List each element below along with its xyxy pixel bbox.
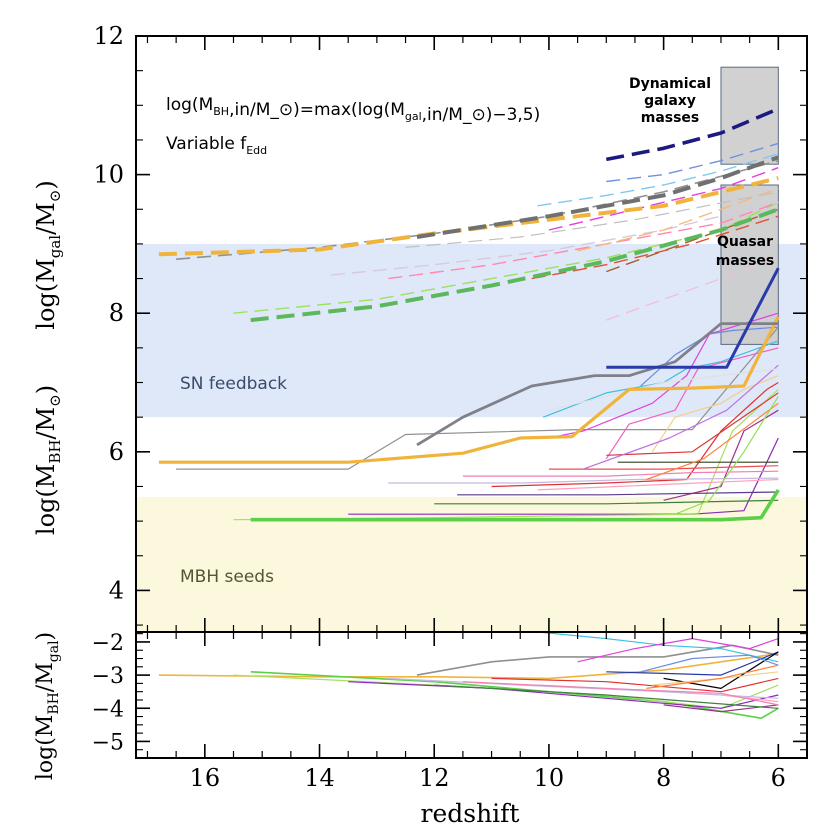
- ylabel-ratio: log(MBH/Mgal): [33, 632, 62, 780]
- y-tick-label: 4: [109, 576, 124, 604]
- relation-annotation: log(MBH,in/M_⊙)=max(log(Mgal,in/M_⊙)−3,5…: [166, 95, 540, 125]
- series-lines: [158, 107, 780, 522]
- bh-thin-series-21: [548, 368, 779, 411]
- y-tick-label: −5: [92, 730, 124, 755]
- galaxy-thin-series-0: [176, 159, 779, 260]
- ratio-lines: [158, 632, 779, 720]
- y-tick-label: −3: [92, 664, 124, 689]
- bh-thick-series-1: [416, 322, 779, 447]
- box-dynamical-galaxy-masses: [720, 66, 779, 165]
- ratio-series-0: [158, 652, 779, 680]
- dynamical-label-2: galaxy: [644, 93, 696, 109]
- fedd-annotation: Variable fEdd: [166, 134, 267, 157]
- y-tick-label: 10: [93, 161, 124, 189]
- quasar-label-1: Quasar: [717, 234, 773, 250]
- ratio-series-17: [646, 664, 779, 689]
- bh-thin-series-14: [388, 477, 779, 484]
- bh-thin-series-17: [606, 392, 779, 456]
- top-panel: 4 6 8 10 12 log(MBH,in/M_⊙)=max(log(Mgal,in/…: [32, 22, 808, 633]
- galaxy-thin-series-11: [405, 191, 779, 248]
- bottom-axis-ticks: 16 14 12 10 8 6 −5 −4 −3 −2: [92, 631, 808, 792]
- bh-thick-series-3: [250, 488, 780, 522]
- y-tick-label: −4: [92, 697, 124, 722]
- bh-thin-series-19: [646, 402, 779, 481]
- ratio-series-11: [640, 654, 779, 673]
- mbh-seeds-label: MBH seeds: [180, 567, 274, 587]
- x-tick-label: 14: [304, 764, 335, 792]
- bh-thick-series-2: [606, 267, 780, 369]
- bottom-panel: 16 14 12 10 8 6 −5 −4 −3 −2 log(MBH/Mgal) redshif…: [33, 631, 808, 828]
- x-tick-label: 8: [656, 764, 671, 792]
- bh-thin-series-15: [457, 491, 779, 496]
- bh-thin-series-18: [583, 364, 779, 470]
- galaxy-thin-series-7: [537, 153, 779, 207]
- bh-thin-series-8: [605, 347, 779, 460]
- dynamical-label-1: Dynamical: [629, 76, 711, 92]
- ratio-series-2: [250, 671, 779, 720]
- bottom-axes-frame: [135, 631, 808, 759]
- galaxy-thin-series-8: [577, 187, 779, 252]
- ylabel-galaxy: log(Mgal/M⊙): [32, 180, 64, 329]
- ylabel-bh: log(MBH/M⊙): [32, 385, 64, 535]
- galaxy-thick-series-2: [250, 207, 779, 323]
- galaxy-thin-series-6: [548, 167, 779, 231]
- x-tick-label: 6: [771, 764, 786, 792]
- bh-thin-series-0: [176, 326, 779, 470]
- ratio-series-14: [388, 677, 779, 699]
- bh-thin-series-11: [548, 465, 779, 470]
- galaxy-thin-series-10: [606, 257, 779, 321]
- y-tick-label: 6: [109, 438, 124, 466]
- dynamical-label-3: masses: [641, 110, 700, 126]
- bh-thin-series-6: [491, 381, 779, 488]
- galaxy-thin-series-2: [330, 201, 779, 276]
- x-tick-label: 10: [534, 764, 565, 792]
- y-tick-label: −2: [92, 631, 124, 656]
- ratio-series-15: [434, 684, 779, 709]
- bh-thin-series-20: [674, 396, 779, 515]
- x-axis-label: redshift: [421, 799, 520, 828]
- ratio-series-7: [606, 651, 779, 676]
- quasar-label-2: masses: [716, 253, 775, 269]
- y-tick-label: 8: [109, 299, 124, 327]
- bh-thick-series-0: [158, 315, 780, 464]
- ratio-series-9: [491, 677, 779, 693]
- ratio-series-16: [462, 681, 779, 706]
- x-tick-label: 12: [419, 764, 450, 792]
- bh-thin-series-13: [537, 478, 779, 491]
- galaxy-thick-series-1: [416, 155, 779, 239]
- bh-thin-series-16: [434, 499, 779, 505]
- galaxy-thick-series-0: [158, 176, 779, 257]
- galaxy-thin-series-5: [606, 142, 779, 183]
- sn-feedback-label: SN feedback: [180, 374, 287, 394]
- bh-thin-series-12: [462, 470, 779, 477]
- top-axis-ticks: 4 6 8 10 12: [93, 22, 808, 632]
- galaxy-thick-series-3: [605, 107, 780, 162]
- galaxy-thin-series-1: [233, 201, 779, 314]
- x-tick-label: 16: [190, 764, 221, 792]
- y-tick-label: 12: [93, 22, 124, 50]
